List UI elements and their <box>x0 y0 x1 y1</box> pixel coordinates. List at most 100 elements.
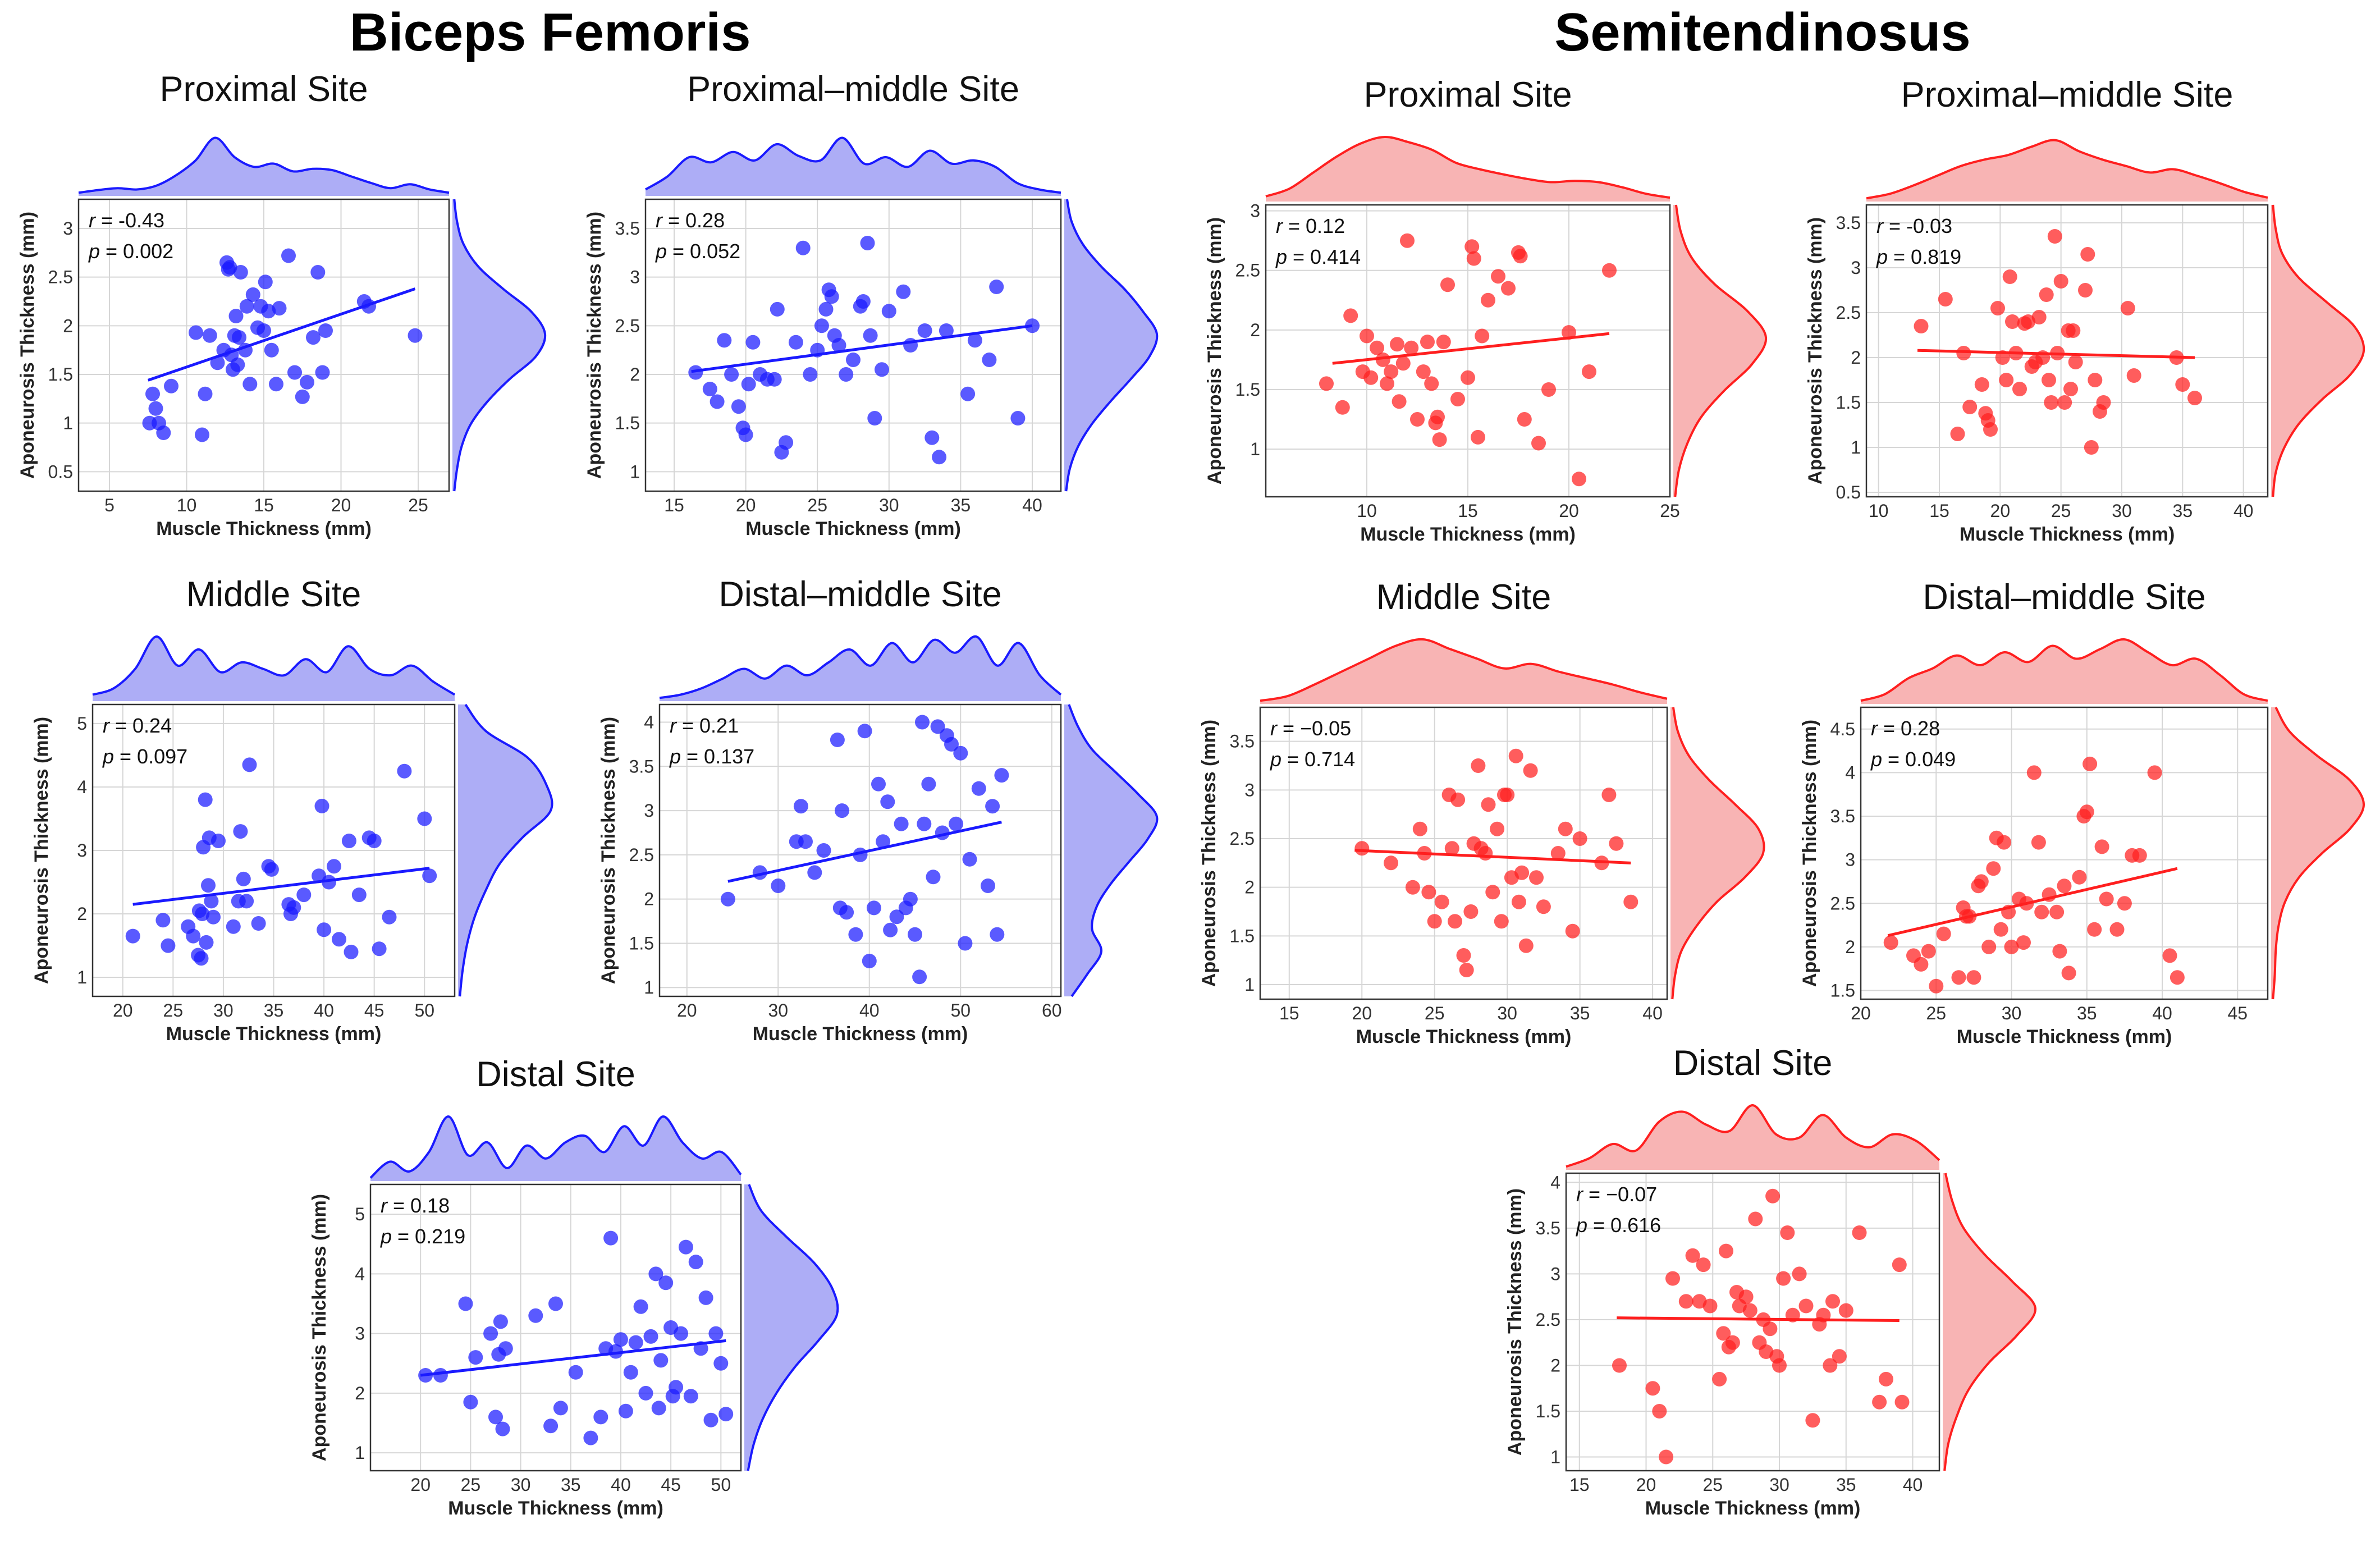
data-point <box>1461 370 1475 385</box>
data-point <box>1471 758 1486 773</box>
r-value: = 0.12 <box>1283 214 1345 237</box>
data-point <box>242 377 258 392</box>
r-value: = -0.43 <box>95 209 164 232</box>
y-tick-label: 1.5 <box>1830 980 1855 1000</box>
data-point <box>1335 400 1350 415</box>
r-symbol: r <box>656 209 663 232</box>
data-point <box>2080 247 2095 262</box>
marginal-density-x-curve <box>659 635 1062 699</box>
data-point <box>1823 1358 1838 1373</box>
chart-title: Distal–middle Site <box>1923 578 2205 617</box>
data-point <box>245 287 260 302</box>
y-tick-label: 1.5 <box>48 364 73 385</box>
data-point <box>2057 878 2072 894</box>
data-point <box>835 803 849 818</box>
data-point <box>2175 377 2190 392</box>
data-point <box>2049 904 2065 919</box>
data-point <box>2088 373 2103 387</box>
x-axis-label: Muscle Thickness (mm) <box>1960 524 2175 545</box>
y-tick-label: 4 <box>1845 762 1855 783</box>
data-point <box>770 301 785 317</box>
y-tick-label: 3.5 <box>629 756 654 776</box>
data-point <box>233 265 248 280</box>
data-point <box>239 894 254 909</box>
y-tick-label: 3 <box>63 218 73 239</box>
p-symbol: p <box>669 745 681 768</box>
marginal-density-y-curve <box>1068 704 1159 998</box>
x-tick-label: 10 <box>1357 501 1377 521</box>
data-point <box>1565 923 1580 939</box>
r-symbol: r <box>381 1194 388 1217</box>
x-tick-label: 45 <box>364 1000 385 1021</box>
r-statistic: r = −0.07 <box>1576 1183 1657 1206</box>
plot-frame <box>1565 1172 1940 1472</box>
data-point <box>2084 440 2099 455</box>
data-point <box>717 333 732 348</box>
data-point <box>228 309 244 323</box>
data-point <box>1986 861 2001 876</box>
data-point <box>2061 966 2076 981</box>
marginal-density-y-curve <box>453 199 547 492</box>
y-tick-label: 2 <box>1250 320 1260 340</box>
y-tick-label: 3 <box>1250 201 1260 221</box>
marginal-density-x-curve <box>369 1115 742 1179</box>
plot-frame <box>77 198 450 492</box>
p-symbol: p <box>1870 748 1882 771</box>
plot-frame <box>369 1183 742 1472</box>
data-point <box>242 757 257 772</box>
data-point <box>1974 874 1989 889</box>
y-tick-label: 4 <box>644 712 654 733</box>
data-point <box>953 745 968 761</box>
data-point <box>2066 323 2081 338</box>
data-point <box>1354 841 1370 856</box>
data-point <box>718 1407 734 1422</box>
data-point <box>912 969 927 985</box>
r-statistic: r = 0.21 <box>670 714 739 737</box>
data-point <box>202 328 217 343</box>
data-point <box>1772 1358 1787 1373</box>
data-point <box>1981 939 1997 954</box>
data-point <box>583 1430 598 1445</box>
data-point <box>1550 846 1566 861</box>
data-point <box>195 427 209 442</box>
data-point <box>971 781 986 796</box>
x-tick-label: 20 <box>410 1475 431 1495</box>
marginal-density-y-fill <box>458 704 552 996</box>
data-point <box>463 1394 478 1410</box>
y-tick-label: 2 <box>63 315 73 336</box>
data-point <box>658 1275 674 1291</box>
marginal-density-x-curve <box>92 635 456 696</box>
regression-line <box>132 867 430 906</box>
data-point <box>1450 792 1466 807</box>
data-point <box>2044 395 2059 410</box>
data-point <box>1405 880 1420 895</box>
y-tick-label: 1 <box>77 967 87 987</box>
plot-frame <box>91 703 456 998</box>
regression-line <box>691 324 1033 373</box>
y-tick-label: 1 <box>63 413 73 433</box>
data-point <box>1500 788 1515 802</box>
data-point <box>855 294 871 309</box>
data-point <box>1665 1271 1680 1286</box>
data-point <box>1983 422 1998 437</box>
chart-panel: Middle Site 15 20 25 30 35 40 1 1.5 2 2.5 3 3.5 Muscl… <box>1198 578 1765 1047</box>
plot-frame <box>1259 706 1668 1000</box>
data-point <box>2120 301 2135 315</box>
marginal-density-y-curve <box>1065 199 1159 492</box>
chart-panel: Proximal–middle Site 10 15 20 25 30 35 40 0.5 1 1.… <box>1805 75 2365 545</box>
data-point <box>793 799 808 814</box>
data-point <box>1466 251 1481 266</box>
data-point <box>341 834 356 848</box>
regression-line <box>1887 867 2178 937</box>
x-tick-label: 20 <box>736 495 756 515</box>
data-point <box>1464 239 1480 254</box>
r-statistic: r = 0.28 <box>1871 717 1940 740</box>
data-point <box>1748 1211 1763 1227</box>
x-tick-label: 15 <box>1929 501 1949 521</box>
marginal-density-y-fill <box>1064 199 1157 491</box>
data-point <box>1421 885 1436 900</box>
x-tick-label: 25 <box>2051 501 2071 521</box>
data-point <box>2034 904 2049 919</box>
data-point <box>876 834 891 849</box>
x-tick-label: 40 <box>2233 501 2254 521</box>
